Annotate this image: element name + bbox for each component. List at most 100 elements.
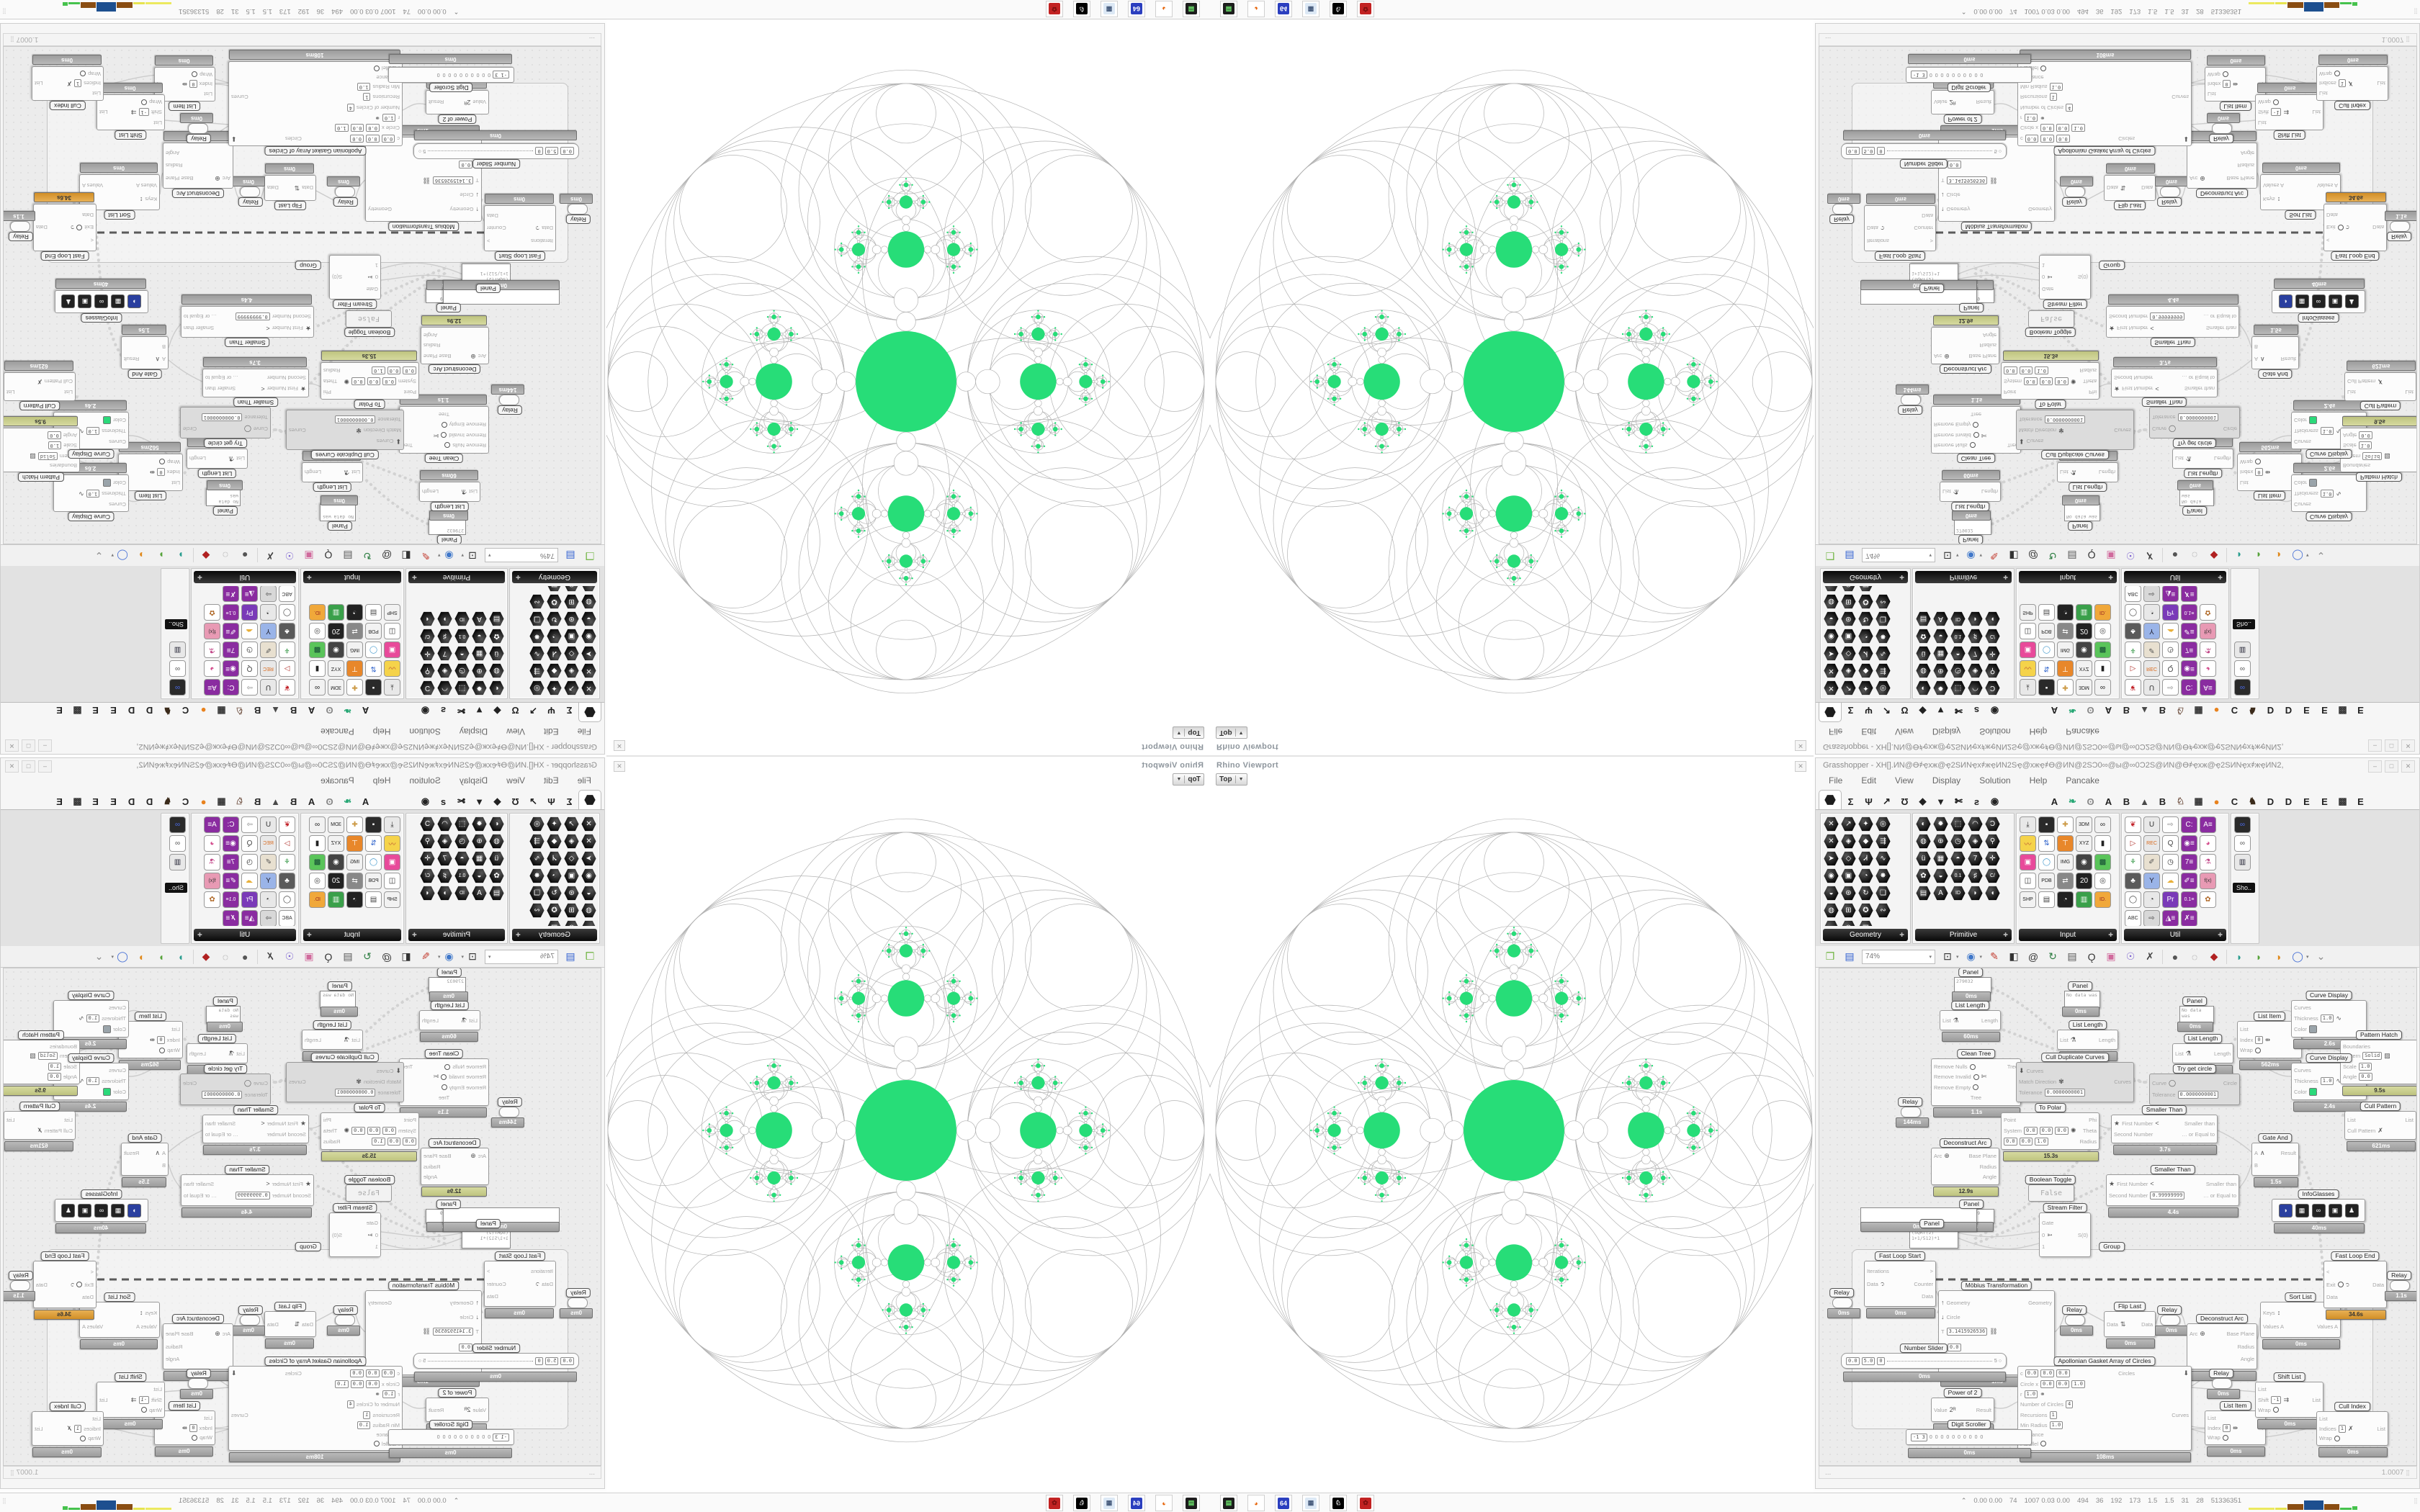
taskbar-app-red-badge[interactable]: ✿ — [1046, 1495, 1063, 1511]
param-value[interactable]: 0.0000000001 — [201, 413, 243, 421]
palette-icon[interactable]: ◈ — [564, 663, 579, 678]
palette-icon[interactable]: A≡ — [2200, 816, 2216, 833]
palette-icon[interactable]: ↻ — [1858, 611, 1873, 626]
menu-solution[interactable]: Solution — [409, 726, 441, 737]
tab-plugin-b1[interactable]: B — [290, 705, 297, 716]
infoglasses-icon[interactable]: ∞ — [2311, 294, 2326, 309]
param-value[interactable]: 0 — [2255, 468, 2263, 477]
palette-icon[interactable]: ◔ — [547, 868, 562, 883]
tab-plugin-e3[interactable]: E — [2357, 705, 2364, 716]
palette-icon[interactable]: ◖ — [1985, 611, 2000, 626]
color-swatch[interactable] — [103, 416, 112, 425]
toolbar-finder-icon[interactable]: Ǫ — [2087, 950, 2096, 963]
tab-intersect[interactable]: ✄ — [1955, 706, 1963, 716]
tab-plugin-a1[interactable]: A — [2051, 705, 2058, 716]
param-value[interactable]: 0.0 — [2055, 377, 2069, 386]
rhino-viewport[interactable]: Rhino Viewport Top ▼ ✕ — [1210, 18, 1814, 756]
param-toggle-circle[interactable] — [441, 432, 447, 438]
palette-icon[interactable]: REC — [2143, 835, 2160, 852]
slider-value[interactable]: 5.0 — [544, 1356, 559, 1365]
palette-icon[interactable]: ⚗ — [2200, 854, 2216, 870]
slider-value[interactable]: 0 — [1877, 147, 1885, 156]
palette-icon[interactable]: ✸ — [529, 629, 544, 644]
palette-icon[interactable]: ◉ — [1824, 868, 1839, 883]
tab-plugin-b1[interactable]: B — [2123, 705, 2130, 716]
palette-icon[interactable]: ◯ — [2038, 642, 2055, 658]
toolbar-pin-blue-icon[interactable]: ◯ — [117, 950, 128, 962]
node-body[interactable] — [443, 1207, 560, 1223]
tab-plugin-b1[interactable]: B — [290, 796, 297, 807]
gh-node-deconstruct-arc[interactable]: Arc ⊕ Base Plane Radius Angle — [421, 327, 489, 364]
color-swatch[interactable] — [2308, 479, 2317, 487]
relay-node[interactable] — [568, 1297, 588, 1308]
toolbar-pin-orange-icon[interactable]: ◑ — [138, 950, 145, 963]
tab-sets[interactable]: Ψ — [547, 705, 555, 716]
chevron-down-icon[interactable]: ▾ — [2306, 954, 2309, 960]
palette-icon[interactable]: ◉ — [2076, 854, 2092, 870]
palette-icon[interactable]: ✿ — [1916, 629, 1931, 644]
palette-icon[interactable]: ➤ — [581, 646, 596, 661]
palette-icon[interactable]: ◉ — [328, 854, 344, 870]
toolbar-named-views-icon[interactable]: ◧ — [2009, 550, 2019, 562]
palette-icon[interactable]: ⊞ — [564, 903, 579, 918]
palette-icon[interactable]: ID — [454, 611, 470, 626]
menu-help[interactable]: Help — [2029, 726, 2048, 737]
menu-pancake[interactable]: Pancake — [321, 775, 354, 786]
menu-file[interactable]: File — [577, 775, 591, 786]
palette-icon[interactable]: ⊞ — [564, 594, 579, 609]
tab-transform[interactable]: ƨ — [1973, 705, 1980, 716]
palette-icon[interactable]: ↻ — [1858, 886, 1873, 901]
toolbar-open-file-icon[interactable]: ❒ — [585, 550, 595, 562]
gh-canvas[interactable]: Panel 279032 0ms List Length List ⚗ Length 60ms… — [3, 968, 601, 1466]
menu-display[interactable]: Display — [459, 726, 488, 737]
param-value[interactable]: 0.0 — [2040, 1369, 2055, 1378]
palette-icon[interactable]: 〰 — [384, 835, 400, 852]
palette-icon[interactable]: ◔ — [346, 891, 363, 908]
slider-value[interactable]: 0.0 — [1846, 1356, 1860, 1365]
palette-icon[interactable]: PDB — [2038, 873, 2055, 889]
palette-icon[interactable]: ⊘ — [1841, 920, 1856, 926]
palette-icon[interactable]: ✹ — [1933, 680, 1948, 696]
param-toggle-circle[interactable] — [1969, 1063, 1976, 1070]
toolbar-material-icon[interactable]: ◆ — [202, 950, 210, 962]
slider-value[interactable]: 0 — [535, 1356, 543, 1365]
palette-icon[interactable]: ⇄ — [2057, 873, 2074, 889]
palette-icon[interactable]: ⇨ — [241, 679, 258, 696]
gh-node-cull-pattern[interactable]: List List Cull Pattern ✗ — [2344, 372, 2416, 401]
palette-icon[interactable]: SHP — [2020, 891, 2036, 908]
palette-icon[interactable]: ▤ — [489, 611, 504, 626]
palette-icon[interactable]: ◒ — [1933, 868, 1948, 883]
gh-node-gate-and[interactable]: A ∧ Result B — [2251, 1143, 2299, 1176]
tab-display[interactable]: ◉ — [1990, 796, 1999, 806]
palette-icon[interactable]: ∞ — [2094, 816, 2111, 833]
boolean-toggle-node[interactable]: False — [2028, 1184, 2074, 1202]
tab-plugin-a1[interactable]: A — [362, 796, 369, 807]
tab-plugin-d2[interactable]: D — [2285, 705, 2293, 716]
palette-icon[interactable]: ◫ — [2020, 623, 2036, 639]
param-value[interactable]: 4 — [2066, 103, 2074, 112]
palette-icon[interactable]: ✛ — [1985, 851, 2000, 866]
palette-icon[interactable]: ∞ — [169, 679, 186, 696]
tab-plugin-waffle[interactable]: ▦ — [217, 796, 226, 806]
palette-icon[interactable]: ✸ — [1876, 868, 1891, 883]
palette-icon[interactable]: ID — [1950, 611, 1966, 626]
panel-node[interactable]: 279032 — [429, 519, 466, 535]
relay-node[interactable] — [2160, 186, 2180, 197]
resize-grip-icon[interactable]: ⣿ — [2406, 36, 2411, 43]
palette-icon[interactable]: ✕ — [581, 680, 596, 696]
param-value[interactable]: 0 — [157, 1035, 165, 1044]
palette-icon[interactable]: ↗ — [1841, 680, 1856, 696]
param-value[interactable]: Solid — [37, 451, 58, 460]
gh-node-smaller-than[interactable]: ★ First Number < Smaller than Second Number 0… — [2106, 306, 2239, 338]
panel-node[interactable]: 279032 — [429, 977, 466, 993]
panel-node[interactable]: No data was — [2064, 504, 2100, 521]
palette-icon[interactable]: ◆ — [547, 663, 562, 678]
palette-icon[interactable]: ◔ — [547, 629, 562, 644]
tab-plugin-b2[interactable]: B — [2159, 705, 2166, 716]
tab-plugin-orange[interactable]: ● — [2213, 705, 2220, 716]
menu-edit[interactable]: Edit — [1861, 726, 1877, 737]
palette-icon[interactable]: ∿ — [529, 646, 544, 661]
palette-icon[interactable]: SHP — [384, 604, 400, 621]
param-value[interactable]: 3.1415926536 — [1946, 1328, 1988, 1336]
param-value[interactable]: 1.0 — [2320, 427, 2334, 436]
